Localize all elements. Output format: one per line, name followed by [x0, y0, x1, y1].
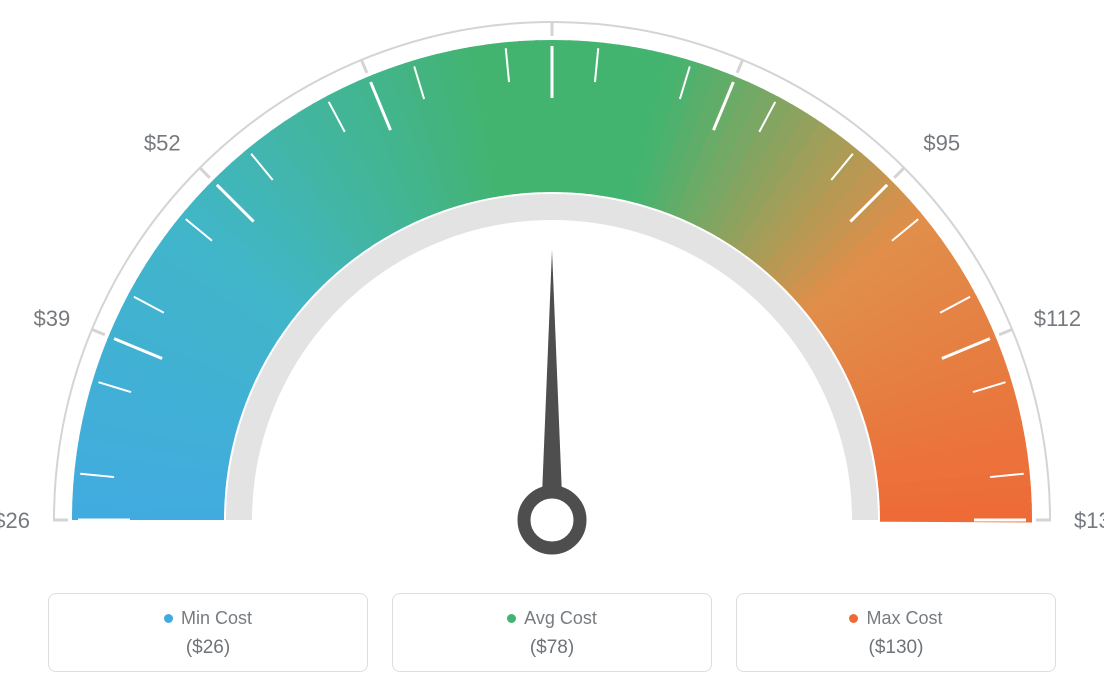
- legend-card-min: Min Cost ($26): [48, 593, 368, 672]
- legend-label-avg: Avg Cost: [403, 608, 701, 629]
- legend-dot-min: [164, 614, 173, 623]
- legend-dot-max: [849, 614, 858, 623]
- svg-text:$52: $52: [144, 131, 181, 156]
- svg-text:$130: $130: [1074, 508, 1104, 533]
- legend-text-max: Max Cost: [866, 608, 942, 629]
- legend-label-max: Max Cost: [747, 608, 1045, 629]
- legend-value-max: ($130): [747, 637, 1045, 659]
- legend-value-min: ($26): [59, 637, 357, 659]
- cost-gauge-container: $26$39$52$78$95$112$130 Min Cost ($26) A…: [0, 0, 1104, 690]
- legend-value-avg: ($78): [403, 637, 701, 659]
- gauge-chart: $26$39$52$78$95$112$130: [0, 0, 1104, 560]
- legend-card-avg: Avg Cost ($78): [392, 593, 712, 672]
- legend-dot-avg: [507, 614, 516, 623]
- svg-text:$95: $95: [923, 131, 960, 156]
- legend-label-min: Min Cost: [59, 608, 357, 629]
- legend-text-min: Min Cost: [181, 608, 252, 629]
- gauge-hub: [524, 492, 580, 548]
- svg-text:$39: $39: [33, 306, 70, 331]
- legend-card-max: Max Cost ($130): [736, 593, 1056, 672]
- legend-text-avg: Avg Cost: [524, 608, 597, 629]
- gauge-needle: [541, 250, 563, 520]
- legend-row: Min Cost ($26) Avg Cost ($78) Max Cost (…: [0, 593, 1104, 672]
- svg-text:$112: $112: [1034, 306, 1081, 331]
- svg-text:$26: $26: [0, 508, 30, 533]
